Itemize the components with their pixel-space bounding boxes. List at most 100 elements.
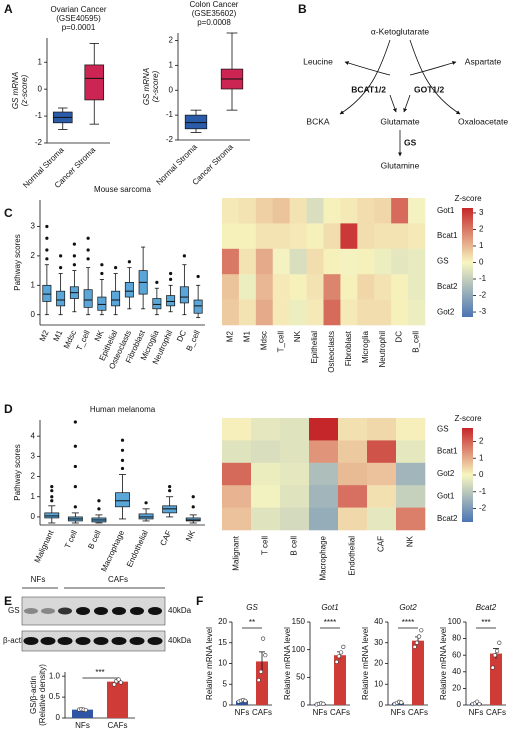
band — [75, 637, 91, 645]
colorbar-title: Z-score — [454, 194, 482, 203]
node: Aspartate — [465, 56, 502, 66]
outlier — [73, 420, 77, 424]
column-label: M1 — [242, 330, 251, 342]
x-tick-label: Macrophage — [99, 528, 126, 573]
heat-cell — [367, 462, 397, 486]
box — [193, 299, 203, 314]
panel-label: F — [196, 594, 203, 608]
data-point — [112, 682, 117, 687]
data-point — [492, 653, 498, 658]
box — [179, 286, 189, 304]
y-tick-label: 40 — [452, 667, 461, 676]
heat-cell — [338, 462, 368, 486]
panel-label: E — [4, 594, 12, 608]
heat-cell — [251, 418, 281, 441]
column-label: Microglia — [361, 330, 370, 363]
data-point — [399, 700, 404, 705]
row-label: Got1 — [437, 206, 455, 215]
chart-title: Ovarian Cancer — [50, 5, 106, 14]
x-tick-label: CAFs — [108, 721, 128, 730]
y-axis-label: Pathway scores — [13, 444, 22, 500]
heat-cell — [306, 198, 324, 224]
heat-cell — [289, 198, 307, 224]
box — [44, 512, 60, 519]
heat-cell — [396, 440, 426, 464]
heat-cell — [272, 198, 290, 224]
row-label: GS — [437, 424, 449, 433]
heat-cell — [238, 248, 257, 275]
heat-cell — [396, 418, 426, 441]
outlier — [191, 505, 195, 509]
panel-label: A — [4, 2, 13, 16]
band — [76, 607, 90, 615]
heat-cell — [338, 418, 368, 441]
chart-title: Colon Cancer — [190, 0, 239, 9]
y-tick-label: 1 — [31, 280, 36, 289]
colorbar — [462, 208, 473, 317]
y-tick-label: 2 — [31, 251, 36, 260]
heat-cell — [408, 299, 426, 326]
enzyme: BCAT1/2 — [351, 84, 386, 94]
heat-cell — [357, 299, 375, 326]
panel-label: C — [4, 206, 13, 220]
chart: 0 1 2 3 4 Pathway scores Malignant T cell B cell… — [13, 405, 205, 573]
bands — [24, 607, 162, 615]
outlier — [168, 485, 172, 489]
chart-title: Got1 — [321, 603, 338, 612]
y-tick-label: 150 — [292, 617, 306, 626]
y-tick-label: 0 — [169, 85, 174, 94]
bar — [72, 709, 93, 718]
colorbar-tick-label: 2 — [479, 225, 484, 234]
column-label: CAF — [377, 536, 386, 552]
x-tick-label: CAF — [158, 529, 173, 547]
heat-cell — [280, 485, 310, 508]
outlier — [100, 263, 104, 267]
arrow — [389, 94, 397, 113]
data-point — [414, 640, 420, 645]
y-tick-label: 0 — [56, 713, 61, 722]
x-tick-label: NFs — [235, 708, 250, 717]
column-label: Neutrophil — [378, 331, 387, 368]
outlier — [120, 438, 125, 442]
heat-cell — [338, 485, 368, 508]
chart: 0 10 20 30 40 Relative mRNA level NFs CAFs **** G… — [361, 603, 428, 717]
y-axis-label: (z-score) — [20, 74, 29, 106]
outlier — [86, 236, 90, 240]
heat-cell — [289, 223, 307, 250]
heat-cell — [280, 418, 310, 441]
heat-cell — [251, 507, 281, 531]
node: Leucine — [303, 56, 333, 66]
column-label: Macrophage — [319, 535, 328, 580]
significance: *** — [95, 668, 104, 677]
y-tick-label: 0 — [31, 512, 36, 521]
data-point — [497, 640, 502, 645]
y-tick-label: 10 — [374, 679, 383, 688]
significance: *** — [481, 618, 490, 627]
heat-cell — [255, 299, 274, 326]
arrow — [403, 94, 411, 113]
y-tick-label: 60 — [452, 650, 461, 659]
heat-cell — [309, 462, 339, 486]
outlier — [127, 260, 131, 264]
marker-label: 40kDa — [168, 636, 192, 645]
y-axis-label: (Relative density) — [38, 664, 47, 726]
y-tick-label: 0 — [38, 84, 43, 93]
heat-cell — [306, 223, 324, 250]
box — [166, 295, 176, 307]
y-tick-label: -2 — [35, 138, 43, 147]
chart-title: Got2 — [399, 603, 417, 612]
y-tick-label: 1 — [169, 60, 174, 69]
band — [129, 637, 145, 645]
y-axis-label: Relative mRNA level — [283, 627, 292, 700]
column-label: T_cell — [276, 331, 285, 353]
outlier — [45, 236, 49, 240]
column-label: B_cell — [412, 331, 421, 353]
y-tick-label: 2 — [169, 36, 174, 45]
heat-cell — [357, 198, 375, 224]
node: Glutamate — [380, 116, 419, 126]
column-label: T cell — [261, 536, 270, 555]
marker-label: 40kDa — [168, 606, 192, 615]
outlier — [59, 254, 63, 258]
